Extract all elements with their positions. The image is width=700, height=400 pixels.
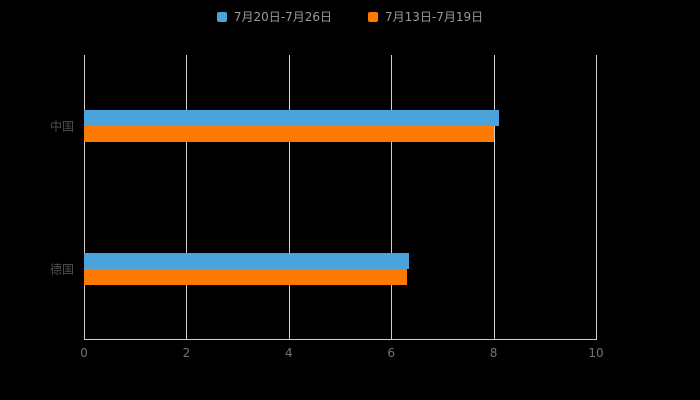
chart-legend: 7月20日-7月26日 7月13日-7月19日: [0, 8, 700, 25]
gridline-x-0: [84, 55, 85, 340]
x-axis-tick-label: 8: [489, 346, 498, 360]
x-axis-tick-label: 4: [284, 346, 293, 360]
x-axis-tick-label: 0: [80, 346, 88, 360]
gridline-x-8: [493, 55, 495, 340]
legend-item-current-week[interactable]: 7月20日-7月26日: [216, 8, 332, 25]
x-axis-line: [84, 339, 596, 340]
y-axis-category-label: 德国: [49, 262, 74, 277]
bar-中国-series-1[interactable]: [84, 126, 494, 143]
legend-swatch-blue-icon: [216, 11, 227, 22]
gridline-x-6: [391, 55, 393, 340]
bar-德国-series-1[interactable]: [84, 268, 407, 285]
x-axis-tick-label: 10: [588, 346, 604, 360]
gridline-x-2: [186, 55, 188, 340]
gridline-x-4: [288, 55, 290, 340]
plot-area: 0 2 4 6 8 10 中国德国: [50, 55, 604, 360]
x-axis-tick-label: 6: [387, 346, 396, 360]
y-axis-category-label: 中国: [49, 119, 74, 134]
x-axis-tick-label: 2: [182, 346, 191, 360]
gridline-x-10: [596, 55, 597, 340]
bar-中国-series-0[interactable]: [84, 110, 499, 127]
legend-label-previous-week: 7月13日-7月19日: [385, 10, 484, 24]
legend-item-previous-week[interactable]: 7月13日-7月19日: [368, 8, 483, 25]
legend-swatch-orange-icon: [368, 11, 378, 22]
bar-德国-series-0[interactable]: [84, 252, 410, 269]
legend-label-current-week: 7月20日-7月26日: [233, 10, 332, 24]
